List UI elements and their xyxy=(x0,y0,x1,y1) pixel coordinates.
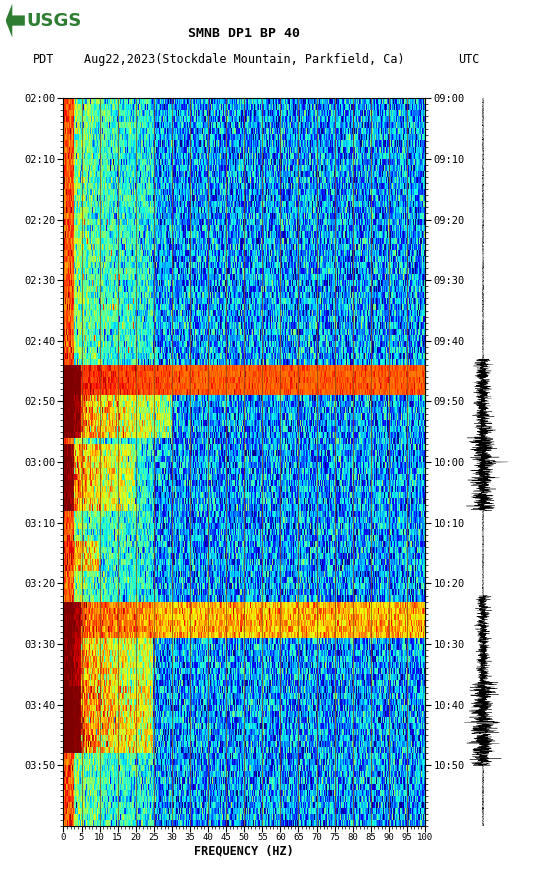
Text: USGS: USGS xyxy=(26,12,81,29)
Text: Aug22,2023(Stockdale Mountain, Parkfield, Ca): Aug22,2023(Stockdale Mountain, Parkfield… xyxy=(84,53,405,66)
Polygon shape xyxy=(6,4,25,38)
Text: UTC: UTC xyxy=(458,53,480,66)
X-axis label: FREQUENCY (HZ): FREQUENCY (HZ) xyxy=(194,845,294,858)
Text: SMNB DP1 BP 40: SMNB DP1 BP 40 xyxy=(188,27,300,40)
Text: PDT: PDT xyxy=(33,53,55,66)
